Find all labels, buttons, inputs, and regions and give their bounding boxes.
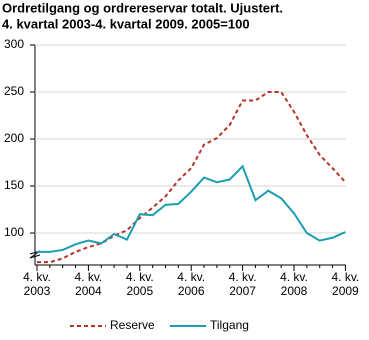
y-tick-label: 200: [4, 131, 24, 145]
y-tick-label: 150: [4, 178, 24, 192]
axis-break: [29, 250, 41, 259]
x-tick-label: 4. kv. 2006: [177, 270, 206, 298]
x-tick-label: 4. kv. 2004: [74, 270, 103, 298]
series-line: [37, 91, 347, 264]
chart-title: Ordretilgang og ordrereservar totalt. Uj…: [2, 0, 283, 15]
legend-label: Reserve: [110, 318, 155, 332]
x-tick-label: 4. kv. 2003: [23, 270, 51, 298]
legend-label: Tilgang: [210, 318, 249, 332]
y-tick-label: 300: [4, 37, 24, 51]
x-tick-label: 4. kv. 2005: [125, 270, 154, 298]
x-tick-label: 4. kv. 2007: [228, 270, 257, 298]
y-tick-label: 250: [4, 84, 24, 98]
series-line: [37, 164, 346, 253]
chart-subtitle: 4. kvartal 2003-4. kvartal 2009. 2005=10…: [2, 16, 250, 31]
x-tick-label: 4. kv. 2009: [331, 270, 360, 298]
y-tick-label: 100: [4, 225, 24, 239]
x-tick-label: 4. kv. 2008: [280, 270, 308, 298]
